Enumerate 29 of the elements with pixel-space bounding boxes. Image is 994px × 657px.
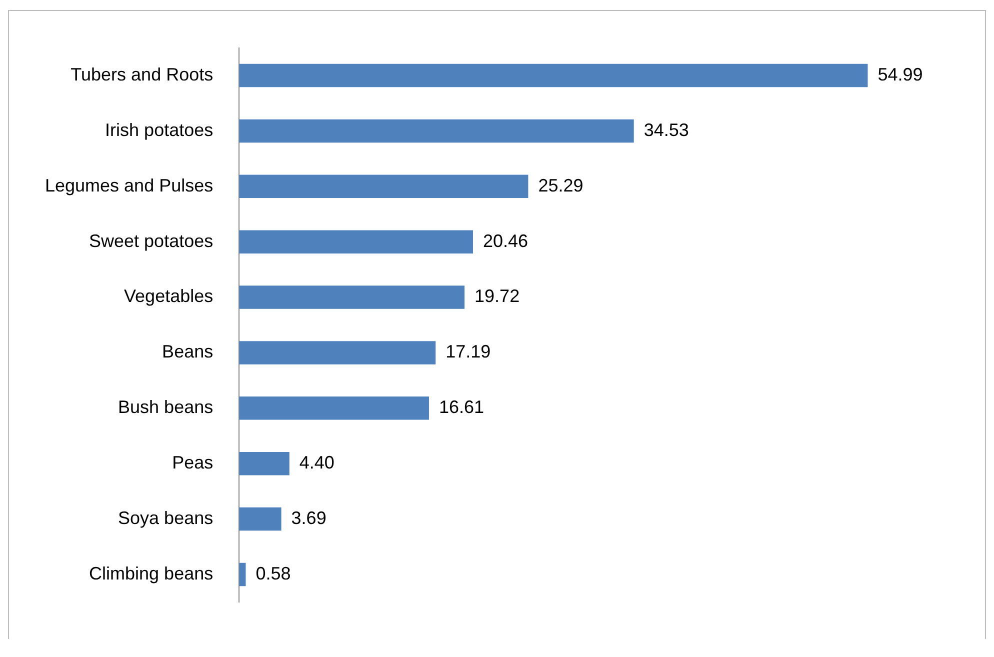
y-tick-label: Sweet potatoes — [89, 230, 214, 251]
y-tick-label: Soya beans — [118, 508, 214, 528]
data-label: 54.99 — [878, 64, 923, 84]
bar — [239, 452, 290, 476]
y-tick-label: Tubers and Roots — [70, 64, 214, 84]
bar — [239, 507, 282, 531]
data-label: 25.29 — [538, 175, 584, 196]
bar — [239, 230, 473, 254]
data-label: 0.58 — [256, 563, 291, 584]
data-label: 16.61 — [438, 397, 484, 418]
data-label: 4.40 — [299, 452, 334, 473]
y-tick-label: Irish potatoes — [105, 120, 214, 140]
bar — [239, 64, 868, 88]
data-label: 34.53 — [644, 120, 689, 140]
y-tick-label: Legumes and Pulses — [45, 175, 214, 196]
bar — [239, 119, 634, 143]
y-tick-label: Beans — [162, 342, 214, 362]
data-label: 20.46 — [482, 230, 528, 251]
data-label: 17.19 — [446, 342, 491, 362]
bar — [239, 174, 528, 198]
bar — [239, 341, 436, 364]
data-label: 19.72 — [474, 286, 520, 306]
y-tick-label: Vegetables — [124, 286, 214, 306]
y-tick-label: Climbing beans — [89, 563, 214, 584]
data-label: 3.69 — [291, 508, 326, 528]
bar — [239, 396, 429, 420]
bar — [239, 286, 465, 309]
y-tick-label: Bush beans — [118, 397, 214, 418]
y-tick-label: Peas — [172, 452, 214, 473]
